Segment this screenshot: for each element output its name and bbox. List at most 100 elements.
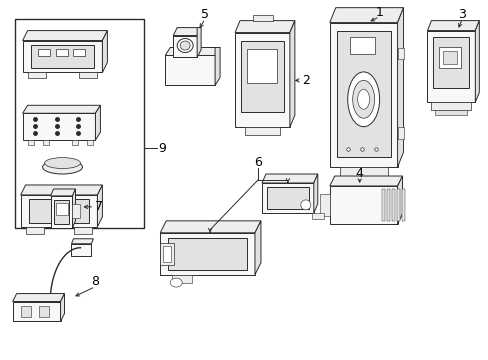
Polygon shape <box>72 189 75 228</box>
Bar <box>311 213 323 219</box>
Polygon shape <box>254 221 261 275</box>
Bar <box>42 140 48 145</box>
Ellipse shape <box>357 89 369 109</box>
Bar <box>386 189 389 221</box>
Bar <box>38 49 49 57</box>
Bar <box>163 246 171 262</box>
Polygon shape <box>168 238 246 270</box>
Ellipse shape <box>300 200 310 210</box>
Bar <box>160 243 174 265</box>
Polygon shape <box>50 196 72 228</box>
Polygon shape <box>397 8 403 167</box>
Polygon shape <box>313 174 317 213</box>
Text: 9: 9 <box>158 141 166 155</box>
Bar <box>443 50 456 64</box>
Ellipse shape <box>177 39 193 53</box>
Polygon shape <box>22 41 102 72</box>
Bar <box>401 189 404 221</box>
Ellipse shape <box>347 72 379 127</box>
Polygon shape <box>20 185 102 195</box>
Polygon shape <box>160 233 254 275</box>
Polygon shape <box>61 293 64 321</box>
Bar <box>244 127 279 135</box>
Polygon shape <box>427 31 474 102</box>
Polygon shape <box>29 199 89 223</box>
Polygon shape <box>13 302 61 321</box>
Bar <box>381 189 384 221</box>
Bar <box>430 102 470 110</box>
Polygon shape <box>262 174 317 183</box>
Bar <box>252 15 272 21</box>
Polygon shape <box>474 21 478 102</box>
Text: 3: 3 <box>458 8 466 21</box>
Polygon shape <box>97 185 102 227</box>
Polygon shape <box>22 105 100 113</box>
Bar <box>27 72 45 78</box>
Polygon shape <box>95 105 100 140</box>
Polygon shape <box>102 31 107 72</box>
Polygon shape <box>289 21 294 127</box>
Polygon shape <box>13 293 64 302</box>
Polygon shape <box>241 41 284 112</box>
Polygon shape <box>165 55 215 85</box>
Bar <box>349 37 374 54</box>
Polygon shape <box>197 28 201 58</box>
Polygon shape <box>71 244 91 256</box>
Bar <box>73 49 85 57</box>
Bar <box>72 204 81 218</box>
Polygon shape <box>235 21 294 32</box>
Bar <box>391 189 394 221</box>
Bar <box>74 227 92 234</box>
Polygon shape <box>50 189 75 196</box>
Text: 2: 2 <box>301 74 309 87</box>
Polygon shape <box>329 8 403 23</box>
Polygon shape <box>173 36 197 58</box>
Text: 6: 6 <box>253 156 262 168</box>
Polygon shape <box>31 45 94 68</box>
Polygon shape <box>173 28 201 36</box>
Text: 4: 4 <box>355 167 363 180</box>
Bar <box>87 140 93 145</box>
Polygon shape <box>262 183 313 213</box>
Polygon shape <box>165 48 220 55</box>
Text: 8: 8 <box>91 275 99 288</box>
Polygon shape <box>329 176 402 186</box>
Bar <box>339 167 387 177</box>
Polygon shape <box>53 200 69 224</box>
Bar <box>15 19 144 228</box>
Bar <box>439 46 461 68</box>
Bar <box>80 72 97 78</box>
Polygon shape <box>432 37 468 88</box>
Text: 5: 5 <box>201 8 209 21</box>
Ellipse shape <box>352 80 374 118</box>
Ellipse shape <box>180 41 190 50</box>
Ellipse shape <box>44 158 81 168</box>
Polygon shape <box>266 187 308 209</box>
Bar <box>397 48 403 59</box>
Ellipse shape <box>42 160 82 174</box>
Bar <box>39 306 48 318</box>
Bar <box>435 110 467 115</box>
Polygon shape <box>336 31 390 157</box>
Bar <box>397 127 403 139</box>
Polygon shape <box>215 48 220 85</box>
Bar <box>396 189 399 221</box>
Text: 7: 7 <box>95 201 103 213</box>
Polygon shape <box>160 221 261 233</box>
Bar <box>27 140 34 145</box>
Polygon shape <box>427 21 478 31</box>
Polygon shape <box>20 195 97 227</box>
Bar <box>246 49 276 84</box>
Text: 1: 1 <box>375 6 383 19</box>
Polygon shape <box>22 113 95 140</box>
Ellipse shape <box>170 278 182 287</box>
Bar <box>56 203 67 215</box>
Polygon shape <box>71 239 93 244</box>
Bar <box>72 140 78 145</box>
Polygon shape <box>397 176 402 224</box>
Polygon shape <box>329 186 397 224</box>
Polygon shape <box>22 31 107 41</box>
Bar <box>319 194 329 216</box>
Bar <box>172 275 192 283</box>
Bar <box>20 306 31 318</box>
